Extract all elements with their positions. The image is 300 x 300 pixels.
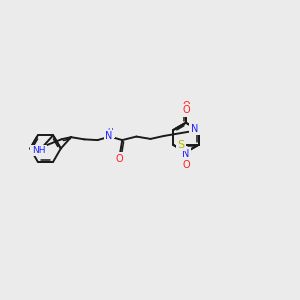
- Text: N: N: [191, 124, 198, 134]
- Text: H: H: [183, 154, 189, 163]
- Text: O: O: [116, 154, 123, 164]
- Text: NH: NH: [32, 146, 45, 155]
- Text: O: O: [182, 160, 190, 170]
- Text: O: O: [182, 100, 190, 111]
- Text: N: N: [182, 149, 190, 159]
- Text: N: N: [105, 131, 112, 141]
- Text: H: H: [108, 128, 113, 137]
- Text: O: O: [182, 105, 190, 116]
- Text: S: S: [177, 140, 184, 150]
